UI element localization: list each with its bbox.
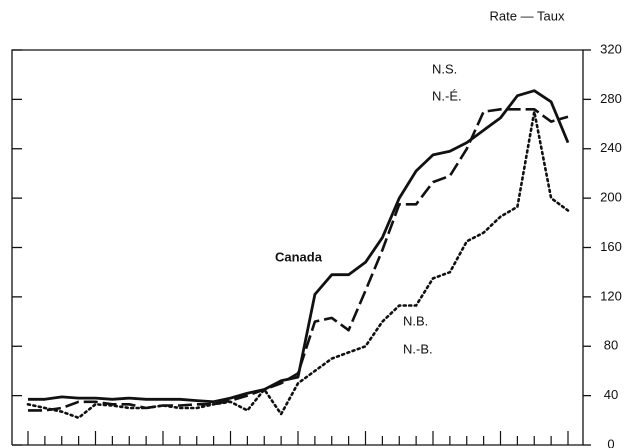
y-tick-label: 240	[600, 140, 622, 155]
y-tick-label: 200	[600, 190, 622, 205]
y-tick-label: 280	[600, 91, 622, 106]
series-line	[28, 108, 569, 412]
series-label: Canada	[275, 249, 323, 264]
y-axis-label: Rate — Taux	[490, 8, 565, 23]
series-line	[28, 89, 570, 404]
y-tick-label: 120	[600, 288, 622, 303]
series-line	[26, 110, 570, 420]
annotation: N.-É.	[432, 88, 462, 103]
y-tick-label: 40	[604, 387, 618, 402]
series-label: N.B.	[403, 313, 428, 328]
y-tick-label: 0	[607, 436, 614, 448]
annotation: N.-B.	[403, 341, 433, 356]
y-tick-label: 160	[600, 239, 622, 254]
y-tick-label: 80	[604, 338, 618, 353]
y-tick-label: 320	[600, 41, 622, 56]
series-label: N.S.	[432, 61, 457, 76]
